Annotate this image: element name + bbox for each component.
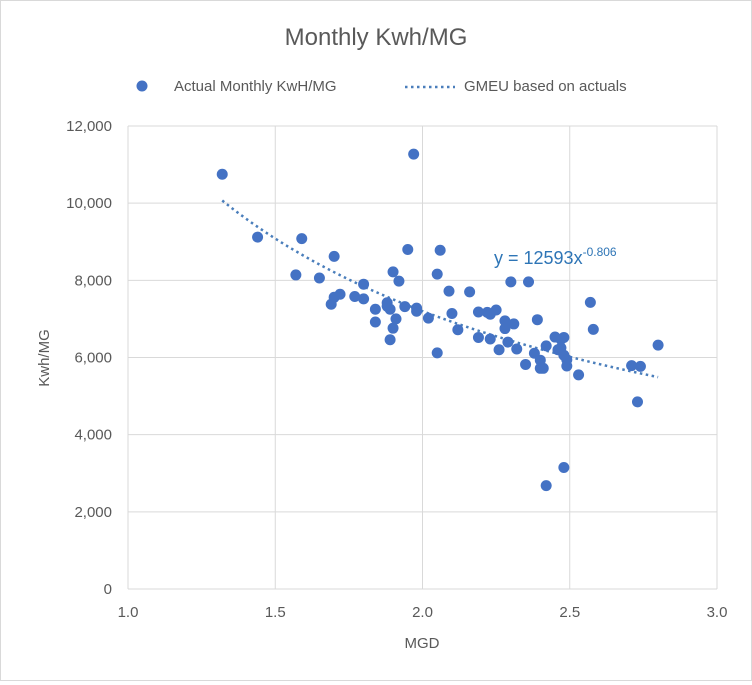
y-axis-label: Kwh/MG — [36, 329, 53, 387]
data-point — [431, 347, 443, 359]
gridlines — [127, 125, 718, 590]
data-point — [558, 461, 570, 473]
legend: Actual Monthly KwH/MG GMEU based on actu… — [136, 78, 627, 95]
data-point — [490, 304, 502, 316]
data-point — [411, 305, 423, 317]
x-axis-ticks: 1.0 1.5 2.0 2.5 3.0 — [118, 604, 728, 621]
legend-points-label: Actual Monthly KwH/MG — [174, 78, 337, 95]
data-point — [499, 315, 511, 327]
data-point — [358, 278, 370, 290]
data-point — [634, 360, 646, 372]
data-point — [511, 343, 523, 355]
data-point — [531, 314, 543, 326]
data-point — [290, 269, 302, 281]
data-point — [369, 316, 381, 328]
data-point — [384, 303, 396, 315]
data-point — [540, 480, 552, 492]
y-tick-label: 6,000 — [74, 350, 112, 367]
y-tick-label: 4,000 — [74, 427, 112, 444]
data-point — [523, 276, 535, 288]
data-point — [584, 296, 596, 308]
data-point — [402, 243, 414, 255]
data-point — [387, 322, 399, 334]
data-point — [369, 303, 381, 315]
data-point — [431, 268, 443, 280]
legend-points-marker — [136, 80, 148, 92]
data-point — [631, 396, 643, 408]
data-point — [561, 354, 573, 366]
data-point — [508, 318, 520, 330]
x-tick-label: 2.0 — [412, 604, 433, 621]
trend-equation-exponent: -0.806 — [583, 245, 617, 259]
x-tick-label: 3.0 — [707, 604, 728, 621]
data-point — [587, 323, 599, 335]
data-point — [390, 313, 402, 325]
data-point — [472, 331, 484, 343]
legend-trend-label: GMEU based on actuals — [464, 78, 627, 95]
chart-title: Monthly Kwh/MG — [285, 24, 468, 51]
data-point — [446, 308, 458, 320]
x-axis-label: MGD — [405, 635, 440, 652]
data-point — [484, 333, 496, 345]
data-point — [493, 344, 505, 356]
data-point — [537, 362, 549, 374]
trend-equation: y = 12593x-0.806 — [494, 245, 617, 268]
x-tick-label: 2.5 — [559, 604, 580, 621]
data-point — [464, 286, 476, 298]
data-point — [502, 336, 514, 348]
data-point — [252, 231, 264, 243]
data-point — [349, 291, 361, 303]
data-point — [408, 148, 420, 160]
data-point — [296, 233, 308, 245]
data-point — [472, 306, 484, 318]
data-point — [434, 244, 446, 256]
data-point — [216, 168, 228, 180]
trend-equation-base: y = 12593x — [494, 248, 583, 268]
y-tick-label: 12,000 — [66, 118, 112, 135]
data-point — [443, 285, 455, 297]
y-tick-label: 0 — [104, 581, 112, 598]
y-axis-ticks: 0 2,000 4,000 6,000 8,000 10,000 12,000 — [66, 118, 112, 598]
data-point — [384, 334, 396, 346]
y-tick-label: 2,000 — [74, 504, 112, 521]
data-point — [652, 339, 664, 351]
data-point — [626, 360, 638, 372]
data-point — [452, 324, 464, 336]
data-point — [387, 266, 399, 278]
data-points — [216, 148, 664, 492]
data-point — [505, 276, 517, 288]
data-point — [328, 250, 340, 262]
data-point — [358, 293, 370, 305]
x-tick-label: 1.5 — [265, 604, 286, 621]
data-point — [573, 369, 585, 381]
y-tick-label: 8,000 — [74, 272, 112, 289]
data-point — [499, 323, 511, 335]
data-point — [334, 288, 346, 300]
data-point — [540, 340, 552, 352]
data-point — [393, 275, 405, 287]
data-point — [313, 272, 325, 284]
data-point — [558, 331, 570, 343]
y-tick-label: 10,000 — [66, 195, 112, 212]
data-point — [399, 301, 411, 313]
data-point — [422, 312, 434, 324]
data-point — [520, 358, 532, 370]
x-tick-label: 1.0 — [118, 604, 139, 621]
